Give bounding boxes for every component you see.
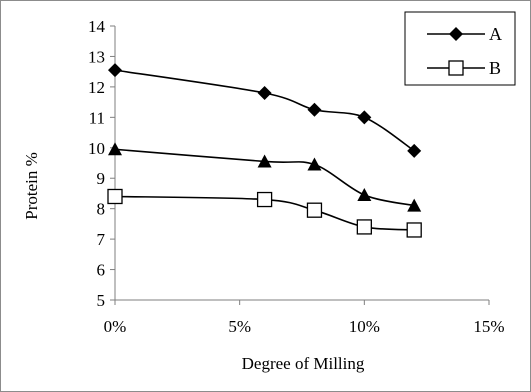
y-axis-title: Protein % (22, 152, 41, 220)
y-tick-label: 8 (97, 200, 106, 219)
y-tick-label: 13 (88, 47, 105, 66)
legend-item: A (427, 24, 502, 44)
x-tick-label: 15% (473, 317, 504, 336)
series-B (107, 188, 422, 238)
x-axis-title: Degree of Milling (242, 354, 365, 373)
y-tick-label: 7 (97, 230, 106, 249)
x-tick-label: 0% (104, 317, 127, 336)
data-point (357, 187, 372, 201)
data-point (108, 63, 122, 78)
data-point (307, 102, 322, 117)
legend-label: B (489, 58, 501, 78)
data-point (108, 142, 122, 156)
y-tick-label: 5 (97, 291, 106, 310)
data-point (356, 219, 372, 235)
data-point (107, 188, 123, 205)
legend-marker (448, 60, 464, 76)
series-unnamed-1 (108, 142, 422, 212)
data-point (306, 202, 323, 218)
y-tick-label: 10 (88, 139, 105, 158)
legend-marker (449, 27, 463, 41)
data-point (406, 222, 422, 238)
tick-labels: 5 6 7 8 9 10 11 12 13 14 0% 5% 10% 15% (88, 17, 505, 336)
x-tick-label: 5% (228, 317, 251, 336)
series-line (114, 69, 415, 152)
y-tick-label: 11 (89, 108, 105, 127)
data-point (256, 191, 273, 208)
legend-label: A (489, 24, 502, 44)
y-tick-label: 14 (88, 17, 106, 36)
data-point (257, 85, 272, 100)
legend-item: B (427, 58, 501, 78)
series-line (114, 195, 415, 231)
series-A (108, 63, 422, 158)
y-tick-label: 9 (97, 169, 106, 188)
y-tick-label: 6 (97, 261, 106, 280)
data-point (257, 154, 272, 168)
legend: AB (404, 11, 516, 86)
data-point (407, 143, 422, 158)
series-layer (107, 63, 422, 238)
x-tick-label: 10% (349, 317, 380, 336)
y-tick-label: 12 (88, 78, 105, 97)
data-point (357, 110, 372, 125)
data-point (307, 157, 322, 171)
series-line (114, 148, 415, 207)
data-point (407, 198, 422, 212)
